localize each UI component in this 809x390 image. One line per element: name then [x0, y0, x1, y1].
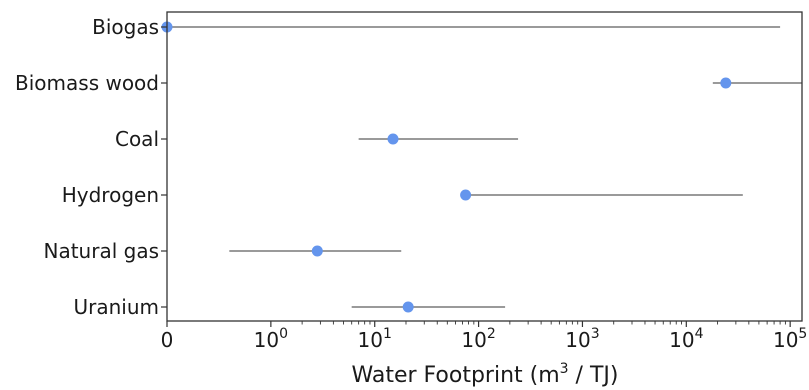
x-tick-label: 101 [358, 326, 392, 352]
data-point [387, 133, 399, 145]
y-axis: Biogas Biomass wood Coal Hydrogen Natural ga… [15, 15, 167, 319]
y-tick-label: Coal [115, 127, 159, 151]
y-tick-label: Natural gas [44, 239, 160, 263]
data-points [161, 21, 732, 313]
plot-area-frame [166, 11, 803, 322]
data-point [311, 245, 323, 257]
x-axis: 0 100 101 102 103 104 105 [161, 321, 807, 352]
data-point [402, 301, 414, 313]
y-tick-label: Biogas [92, 15, 159, 39]
x-tick-label: 103 [565, 326, 599, 352]
x-tick-label: 104 [669, 326, 703, 352]
x-tick-label: 105 [773, 326, 807, 352]
x-tick-label: 102 [461, 326, 495, 352]
data-point [720, 77, 732, 89]
data-point [460, 189, 472, 201]
x-tick-label: 100 [254, 326, 288, 352]
x-tick-label: 0 [161, 328, 174, 352]
y-tick-label: Hydrogen [62, 183, 159, 207]
y-tick-label: Biomass wood [15, 71, 159, 95]
range-lines [167, 26, 802, 308]
y-tick-label: Uranium [73, 295, 159, 319]
x-axis-label: Water Footprint (m3 / TJ) [352, 361, 619, 388]
